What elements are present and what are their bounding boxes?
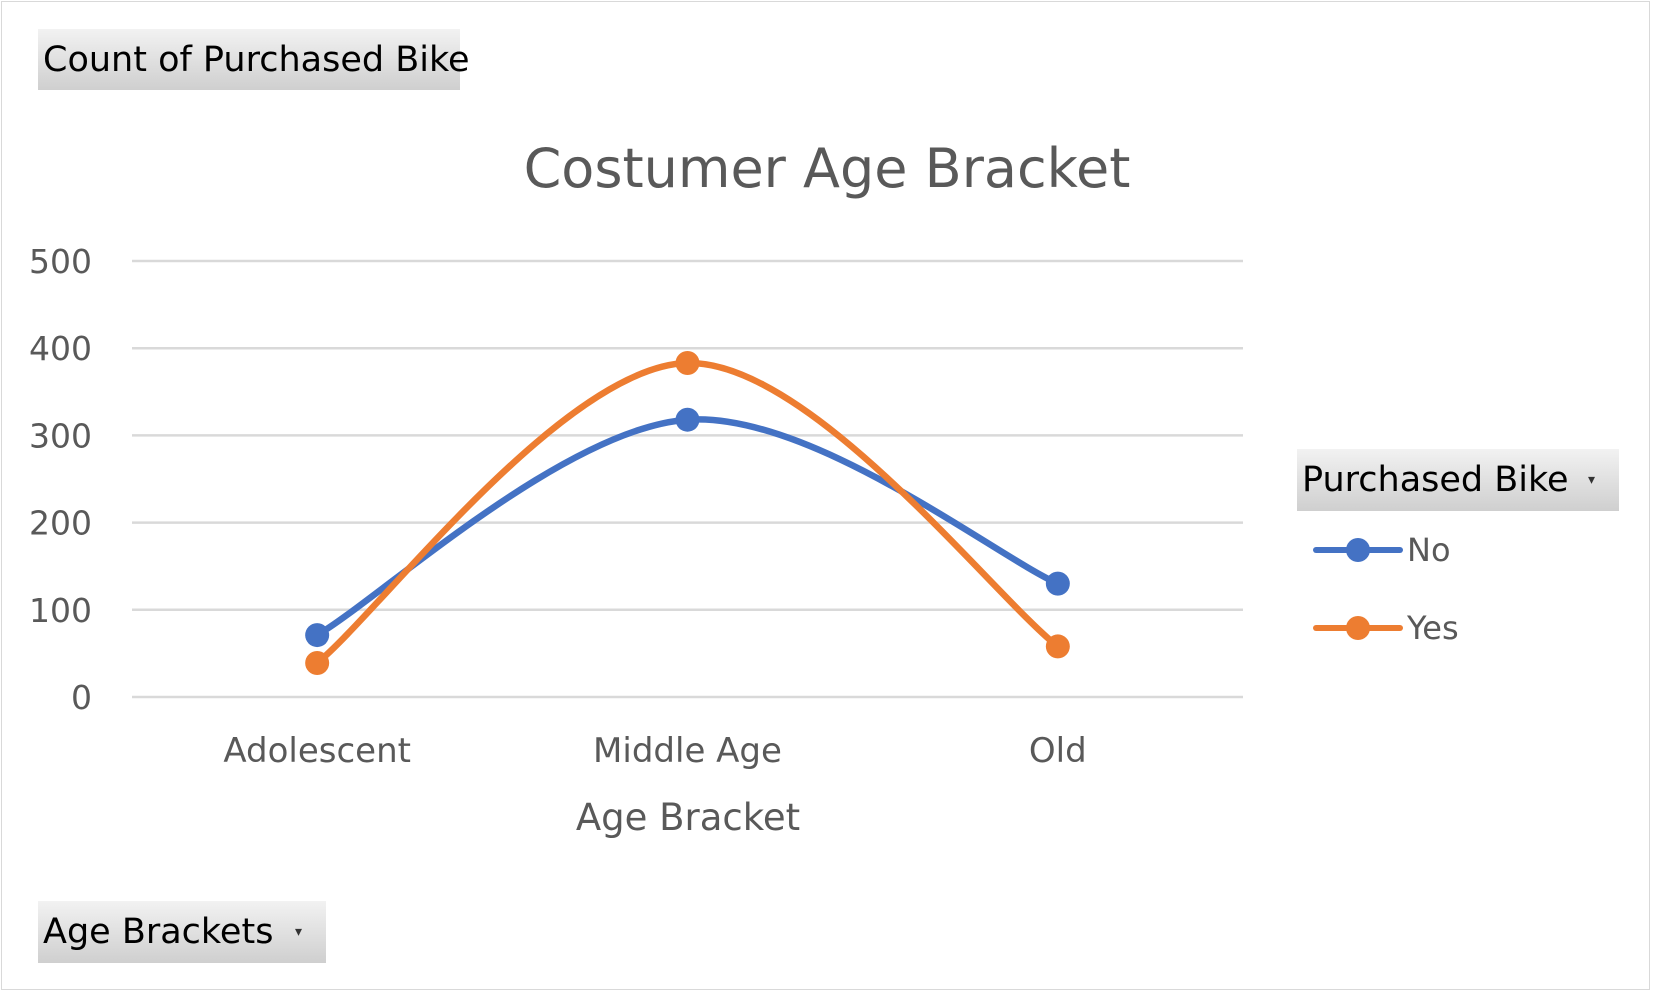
data-point-no[interactable] bbox=[675, 407, 700, 432]
legend-item-yes[interactable]: Yes bbox=[1309, 608, 1459, 648]
x-axis-label: Age Bracket bbox=[576, 796, 800, 839]
axis-field-button[interactable]: Age Brackets ▾ bbox=[38, 901, 326, 963]
y-tick-label: 100 bbox=[29, 591, 92, 630]
series-line-no[interactable] bbox=[313, 416, 1062, 639]
data-point-no[interactable] bbox=[305, 623, 330, 648]
x-tick-label: Old bbox=[1029, 731, 1087, 771]
x-tick-label: Middle Age bbox=[593, 731, 782, 771]
legend-line-marker-icon bbox=[1309, 530, 1407, 570]
legend-label: No bbox=[1407, 531, 1451, 569]
legend-field-button[interactable]: Purchased Bike ▾ bbox=[1297, 449, 1619, 511]
legend-label: Yes bbox=[1407, 609, 1459, 647]
legend-field-label: Purchased Bike bbox=[1302, 460, 1569, 500]
value-field-button[interactable]: Count of Purchased Bike bbox=[38, 29, 470, 90]
data-point-no[interactable] bbox=[1045, 571, 1070, 596]
legend-item-no[interactable]: No bbox=[1309, 530, 1451, 570]
x-tick-label: Adolescent bbox=[223, 731, 411, 771]
y-tick-label: 0 bbox=[71, 678, 92, 717]
chart-title: Costumer Age Bracket bbox=[524, 137, 1131, 200]
axis-field-label: Age Brackets bbox=[43, 912, 274, 952]
y-tick-label: 300 bbox=[29, 416, 92, 455]
data-point-yes[interactable] bbox=[675, 351, 700, 376]
y-tick-label: 400 bbox=[29, 329, 92, 368]
value-field-label: Count of Purchased Bike bbox=[43, 39, 470, 80]
y-tick-label: 200 bbox=[29, 504, 92, 543]
dropdown-arrow-icon: ▾ bbox=[294, 924, 302, 940]
legend-line-marker-icon bbox=[1309, 608, 1407, 648]
data-point-yes[interactable] bbox=[305, 650, 330, 675]
data-point-yes[interactable] bbox=[1045, 634, 1070, 659]
dropdown-arrow-icon: ▾ bbox=[1587, 472, 1595, 488]
y-tick-label: 500 bbox=[29, 242, 92, 281]
